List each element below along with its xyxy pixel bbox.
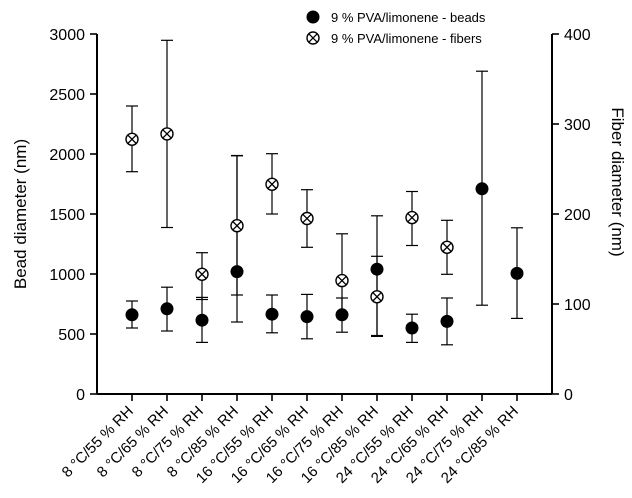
fiber-point-4: [230, 218, 244, 233]
fiber-point-10-cross-b: [442, 242, 452, 252]
fiber-point-10: [440, 240, 454, 255]
y-tick-label: 3000: [49, 27, 85, 44]
fiber-point-8: [370, 290, 384, 304]
y2-tick-label: 200: [564, 207, 591, 224]
y-tick-label: 2000: [49, 147, 85, 164]
legend-label-beads: 9 % PVA/limonene - beads: [331, 10, 486, 25]
fiber-point-2: [160, 127, 174, 141]
y2-tick-label: 0: [564, 387, 573, 404]
bead-point-2: [160, 302, 174, 316]
legend-marker-fibers: [306, 31, 320, 45]
y-tick-label: 500: [58, 327, 85, 344]
bead-point-10: [440, 314, 454, 328]
y2-tick-label: 400: [564, 27, 591, 44]
bead-point-12: [510, 266, 524, 280]
fiber-point-4-cross-b: [232, 221, 242, 231]
axes-frame: [96, 34, 553, 395]
legend-marker-fibers-cross-b: [308, 33, 318, 43]
series-beads: [125, 70, 524, 346]
fiber-point-3-cross-b: [197, 269, 207, 279]
y-tick-label: 1000: [49, 267, 85, 284]
bead-point-1: [125, 308, 139, 322]
fiber-point-1-cross-b: [127, 134, 137, 144]
fiber-point-9-cross-b: [407, 212, 417, 223]
fiber-point-3: [195, 267, 209, 281]
series-fibers: [125, 39, 454, 337]
y2-tick-label: 300: [564, 117, 591, 134]
fiber-point-5: [265, 177, 279, 192]
legend-marker-beads: [306, 10, 320, 24]
y2-axis-title: Fiber diameter (nm): [608, 107, 627, 256]
legend-label-fibers: 9 % PVA/limonene - fibers: [331, 31, 482, 46]
bead-point-11: [475, 182, 489, 196]
y-tick-label: 0: [76, 387, 85, 404]
bead-point-6: [300, 310, 314, 324]
right-axis-ticks: 0 100 200 300 400: [552, 27, 591, 404]
category-axis-ticks: 8 °C/55 % RH8 °C/65 % RH8 °C/75 % RH8 °C…: [59, 394, 522, 487]
fiber-point-8-cross-b: [372, 292, 382, 302]
fiber-point-6: [300, 211, 314, 226]
fiber-point-2-cross-b: [162, 129, 172, 139]
fiber-point-7: [335, 273, 349, 288]
fiber-point-1: [125, 132, 139, 147]
y2-tick-label: 100: [564, 297, 591, 314]
left-axis-ticks: 0 500 1000 1500 2000 2500 3000: [49, 27, 97, 404]
fiber-point-9: [405, 210, 419, 225]
fiber-point-6-cross-b: [302, 213, 312, 224]
series-layer: [125, 39, 524, 346]
fiber-point-7-cross-b: [337, 275, 347, 286]
fiber-point-5-cross-b: [267, 179, 277, 189]
y-tick-label: 1500: [49, 207, 85, 224]
bead-point-3: [195, 313, 209, 327]
bead-point-5: [265, 307, 279, 321]
y-axis-title: Bead diameter (nm): [11, 139, 30, 289]
bead-point-9: [405, 321, 419, 335]
y-tick-label: 2500: [49, 87, 85, 104]
legend: 9 % PVA/limonene - beads 9 % PVA/limonene…: [306, 10, 486, 46]
